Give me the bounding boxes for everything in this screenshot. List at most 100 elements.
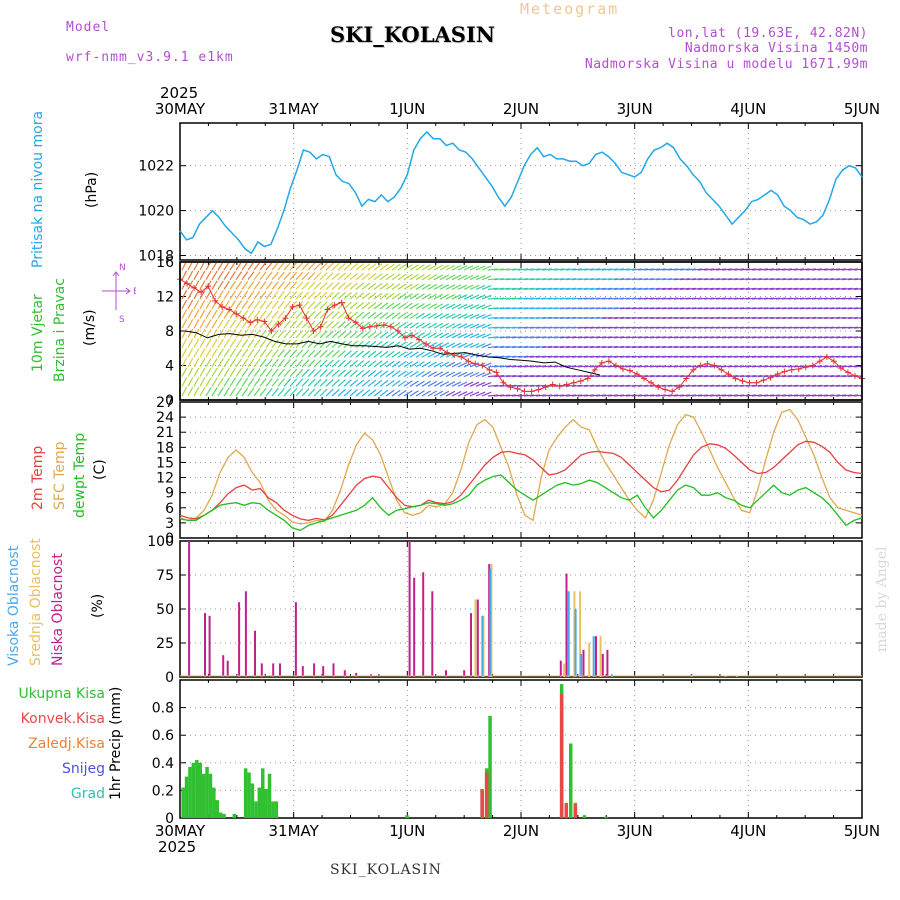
- wind-barb: [331, 350, 340, 358]
- precip-total-bar: [243, 768, 248, 818]
- wind-barb: [343, 330, 352, 339]
- wind-barb: [583, 375, 595, 378]
- cloud-low-bar: [301, 666, 304, 677]
- wind-barb: [427, 264, 437, 271]
- wind-barb: [331, 340, 340, 348]
- wind-barb: [391, 331, 401, 339]
- wind-barb: [283, 378, 292, 387]
- wind-barb: [763, 375, 775, 378]
- wind-speed-marker: [401, 334, 408, 341]
- wind-barb: [457, 274, 468, 281]
- wind-barb: [649, 365, 661, 368]
- legend-frz-rain: Zaledj.Kisa: [28, 736, 105, 752]
- wind-barb: [319, 340, 328, 348]
- wind-barb: [421, 274, 431, 281]
- wind-barb: [223, 387, 230, 397]
- wind-speed-marker: [662, 386, 669, 393]
- wind-barb: [367, 302, 377, 310]
- wind-barb: [283, 262, 292, 271]
- wind-barb: [295, 320, 304, 329]
- wind-barb: [643, 365, 655, 368]
- wind-barb: [301, 378, 310, 387]
- wind-barb: [373, 312, 383, 319]
- wind-barb: [253, 290, 261, 300]
- wind-barb: [553, 336, 565, 339]
- meteogram-label: Meteogram: [520, 0, 620, 18]
- wind-speed-marker: [324, 306, 331, 313]
- wind-barb: [787, 336, 799, 339]
- wind-barb: [193, 299, 200, 310]
- wind-barb: [361, 379, 371, 387]
- wind-barb: [325, 349, 334, 358]
- wind-barb: [637, 375, 649, 378]
- precip-total-bar: [222, 813, 226, 818]
- wind-barb: [193, 290, 200, 300]
- wind-barb: [451, 284, 462, 290]
- wind-barb: [253, 387, 261, 397]
- date-tick-label: 31MAY: [268, 100, 319, 118]
- wind-barb: [451, 390, 462, 397]
- wind-barb: [193, 348, 200, 358]
- wind-barb: [547, 345, 559, 349]
- wind-barb: [643, 345, 655, 349]
- wind-barb: [355, 331, 365, 339]
- cloud-high-bar: [580, 653, 583, 677]
- wind-barb: [349, 340, 358, 348]
- wind-barb: [181, 357, 188, 368]
- wind-barb: [253, 271, 261, 281]
- wind-barb: [469, 381, 480, 387]
- cloud-mid-bar: [573, 591, 576, 677]
- wind-barb: [301, 271, 310, 281]
- wind-barb: [667, 336, 679, 339]
- wind-barb: [217, 387, 224, 397]
- wind-barb: [397, 263, 407, 271]
- wind-barb: [727, 345, 739, 349]
- wind-speed-marker: [205, 283, 212, 290]
- wind-barb: [403, 322, 413, 329]
- wind-barb: [715, 355, 727, 358]
- wind-barb: [757, 355, 769, 358]
- wind-barb: [241, 387, 249, 397]
- wind-barb: [631, 365, 643, 368]
- wind-barb: [523, 345, 535, 349]
- wind-speed-marker: [373, 322, 380, 329]
- wind-barb: [277, 310, 285, 319]
- wind-barb: [565, 365, 577, 368]
- model-name: wrf-nmm_v3.9.1 e1km: [66, 50, 234, 65]
- wind-barb: [595, 345, 607, 349]
- wind-barb: [307, 368, 316, 378]
- date-tick-label: 3JUN: [616, 100, 653, 118]
- wind-barb: [577, 384, 589, 387]
- wind-barb: [187, 290, 194, 300]
- wind-barb: [421, 264, 431, 271]
- wind-barb: [379, 350, 389, 358]
- wind-barb: [205, 270, 212, 280]
- wind-barb: [523, 336, 535, 339]
- wind-speed-marker: [844, 369, 851, 376]
- wind-barb: [583, 365, 595, 368]
- wind-barb: [451, 332, 462, 339]
- wind-barb: [787, 345, 799, 349]
- wind-barb: [445, 381, 456, 387]
- wind-barb: [817, 375, 829, 378]
- wind-barb: [307, 388, 316, 397]
- wind-barb: [385, 273, 395, 281]
- wind-barb: [235, 309, 243, 319]
- wind-barb: [229, 309, 237, 319]
- wind-barb: [205, 309, 212, 319]
- wind-barb: [655, 365, 667, 368]
- wind-barb: [835, 345, 847, 349]
- wind-barb: [619, 365, 631, 368]
- wind-barb: [529, 336, 541, 339]
- pressure-ytick-label: 1020: [138, 204, 174, 220]
- wind-barb: [475, 265, 486, 271]
- wind-barb: [403, 283, 413, 290]
- temp-ytick-label: 24: [156, 410, 174, 426]
- wind-barb: [235, 280, 243, 290]
- wind-barb: [223, 338, 230, 348]
- wind-barb: [475, 313, 486, 320]
- wind-barb: [379, 292, 389, 300]
- wind-barb: [313, 340, 322, 348]
- wind-barb: [229, 358, 237, 368]
- wind-barb: [247, 368, 255, 377]
